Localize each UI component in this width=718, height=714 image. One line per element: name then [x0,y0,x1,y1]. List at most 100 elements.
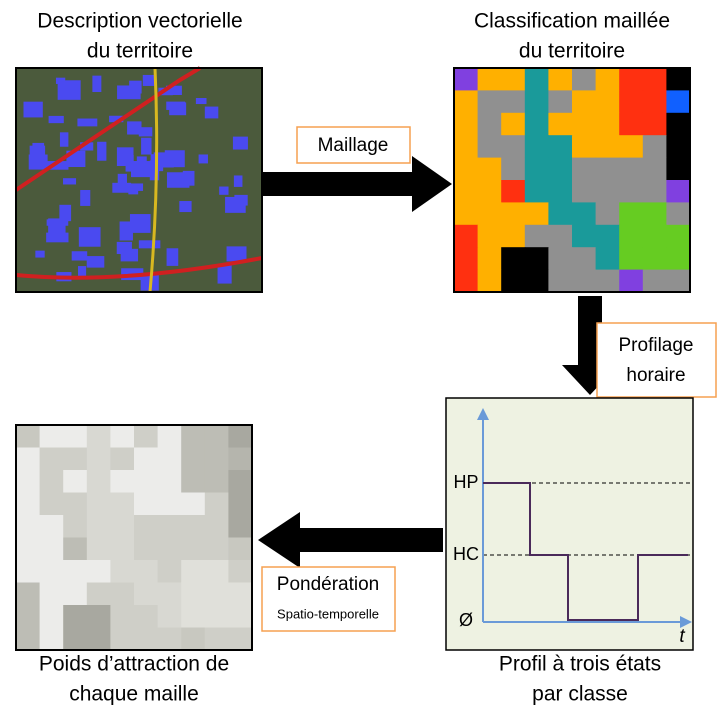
cell [181,425,206,448]
building [120,183,144,191]
step-box [296,126,411,164]
cell [477,68,502,91]
cell [642,269,667,293]
cell [477,180,502,203]
step-label: Maillage [318,135,389,156]
building [92,75,102,93]
cell [181,537,206,561]
cell [595,112,620,136]
cell [204,425,229,448]
level-label: Ø [459,610,473,630]
building [138,127,153,137]
building [119,221,133,241]
cell [548,157,573,181]
cell [181,492,206,516]
profile-title: Profil à trois états [499,653,661,676]
cell [134,515,159,538]
cell [477,224,502,248]
road [148,67,159,293]
cell [666,68,691,91]
cell [39,425,64,448]
aerial-map [14,66,263,293]
cell [642,224,667,248]
cell [619,247,644,271]
cell [63,492,88,516]
building [63,178,77,185]
building [86,256,105,268]
building [149,160,160,181]
building [77,118,98,127]
cell [619,112,644,136]
classification-title: Classification maillée [474,10,670,33]
cell [204,537,229,561]
building [195,98,207,105]
building [117,85,141,100]
cell [134,560,159,583]
building [234,194,248,206]
cell [454,157,479,181]
cell [524,180,549,203]
building [217,264,232,284]
cell [157,605,182,628]
cell [204,515,229,538]
cell [86,515,111,538]
building [59,204,72,222]
cell [666,112,691,136]
cell [134,492,159,516]
cell [16,627,41,651]
cell [477,157,502,181]
cell [619,135,644,159]
cell [642,90,667,114]
cell [666,180,691,203]
building [179,201,192,213]
cell [110,425,135,448]
cell [454,224,479,248]
profile-line [483,482,688,621]
cell [110,470,135,493]
cell [157,537,182,561]
building [232,136,248,150]
cell [454,68,479,91]
cell [63,605,88,628]
cell [595,180,620,203]
cell [228,515,253,538]
cell [595,157,620,181]
cell [642,68,667,91]
building [78,227,101,247]
cell [228,447,253,471]
cell [666,224,691,248]
cell [86,560,111,583]
step-box [596,322,717,398]
cell [572,157,597,181]
cell [181,560,206,583]
cell [454,269,479,293]
cell [157,447,182,471]
cell [204,582,229,606]
building [142,74,156,86]
cell [157,425,182,448]
cell [39,447,64,471]
cell [16,447,41,471]
step-label: Pondération [277,574,379,595]
cell [524,157,549,181]
cell [501,112,526,136]
cell [16,515,41,538]
building [59,132,69,147]
cell [619,157,644,181]
cell [454,180,479,203]
cell [642,135,667,159]
cell [454,112,479,136]
cell [619,180,644,203]
profile-panel [445,397,694,651]
arrow [262,156,452,212]
cell [595,68,620,91]
building [182,170,195,186]
building [129,214,151,233]
cell [204,560,229,583]
building [80,190,91,206]
building [45,161,69,170]
building [71,251,88,261]
cell [134,425,159,448]
vector-title: du territoire [87,40,193,63]
building [57,80,81,100]
